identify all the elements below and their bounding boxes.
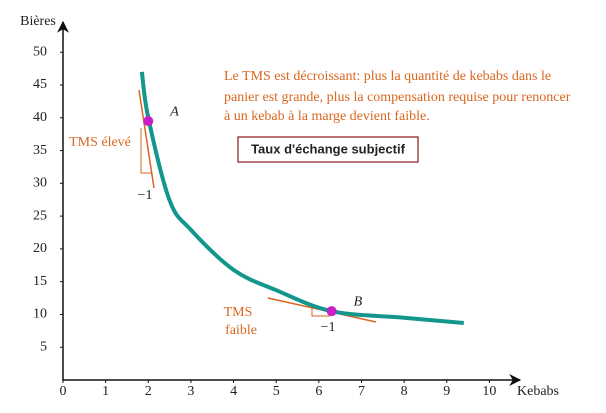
x-tick-label: 1 bbox=[102, 384, 109, 399]
x-tick-label: 3 bbox=[187, 384, 194, 399]
x-axis-label: Kebabs bbox=[517, 384, 559, 399]
point-label: B bbox=[354, 294, 363, 309]
y-tick-label: 25 bbox=[33, 208, 47, 223]
x-tick-label: 6 bbox=[315, 384, 322, 399]
y-tick-label: 40 bbox=[33, 110, 47, 125]
x-tick-label: 8 bbox=[401, 384, 408, 399]
slope-label: −1 bbox=[321, 320, 336, 335]
y-tick-label: 35 bbox=[33, 143, 47, 158]
x-tick-label: 5 bbox=[273, 384, 280, 399]
indifference-curve bbox=[139, 71, 465, 325]
annotation: Le TMS est décroissant: plus la quantité… bbox=[224, 69, 551, 84]
x-tick-label: 0 bbox=[60, 384, 67, 399]
tms-low: TMS bbox=[224, 305, 253, 320]
annotation: panier est grande, plus la compensation … bbox=[224, 90, 571, 105]
x-tick-label: 9 bbox=[443, 384, 450, 399]
x-tick-label: 10 bbox=[482, 384, 496, 399]
point bbox=[143, 116, 154, 127]
triangle-a bbox=[140, 128, 151, 174]
box-label: Taux d'échange subjectif bbox=[251, 141, 406, 156]
tangent-a bbox=[138, 89, 155, 189]
label-box bbox=[237, 136, 419, 163]
y-tick-label: 20 bbox=[33, 241, 47, 256]
y-tick-label: 5 bbox=[40, 339, 47, 354]
y-tick-label: 30 bbox=[33, 176, 47, 191]
x-tick-label: 4 bbox=[230, 384, 237, 399]
triangle-b bbox=[311, 307, 330, 317]
y-axis-label: Bières bbox=[20, 14, 56, 29]
annotation: à un kebab à la marge devient faible. bbox=[224, 109, 430, 124]
x-tick-label: 2 bbox=[145, 384, 152, 399]
y-tick-label: 10 bbox=[33, 307, 47, 322]
y-tick-label: 50 bbox=[33, 44, 47, 59]
y-tick-label: 15 bbox=[33, 274, 47, 289]
y-tick-label: 45 bbox=[33, 77, 47, 92]
point-label: A bbox=[169, 104, 179, 119]
x-tick-label: 7 bbox=[358, 384, 365, 399]
tms-high: TMS élevé bbox=[69, 135, 131, 150]
point bbox=[326, 306, 337, 317]
tms-low: faible bbox=[225, 323, 257, 338]
slope-label: −1 bbox=[138, 188, 153, 203]
